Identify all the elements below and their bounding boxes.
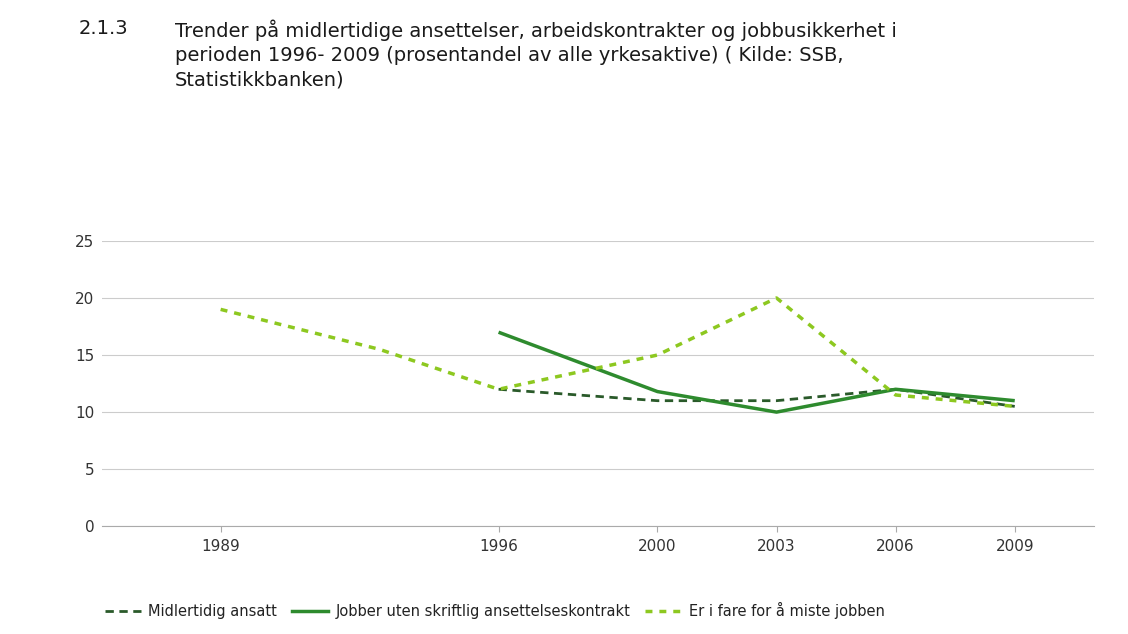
Legend: Midlertidig ansatt, Jobber uten skriftlig ansettelseskontrakt, Er i fare for å m: Midlertidig ansatt, Jobber uten skriftli…: [99, 597, 891, 625]
Text: 2.1.3: 2.1.3: [79, 19, 129, 38]
Text: Trender på midlertidige ansettelser, arbeidskontrakter og jobbusikkerhet i
perio: Trender på midlertidige ansettelser, arb…: [175, 19, 897, 89]
